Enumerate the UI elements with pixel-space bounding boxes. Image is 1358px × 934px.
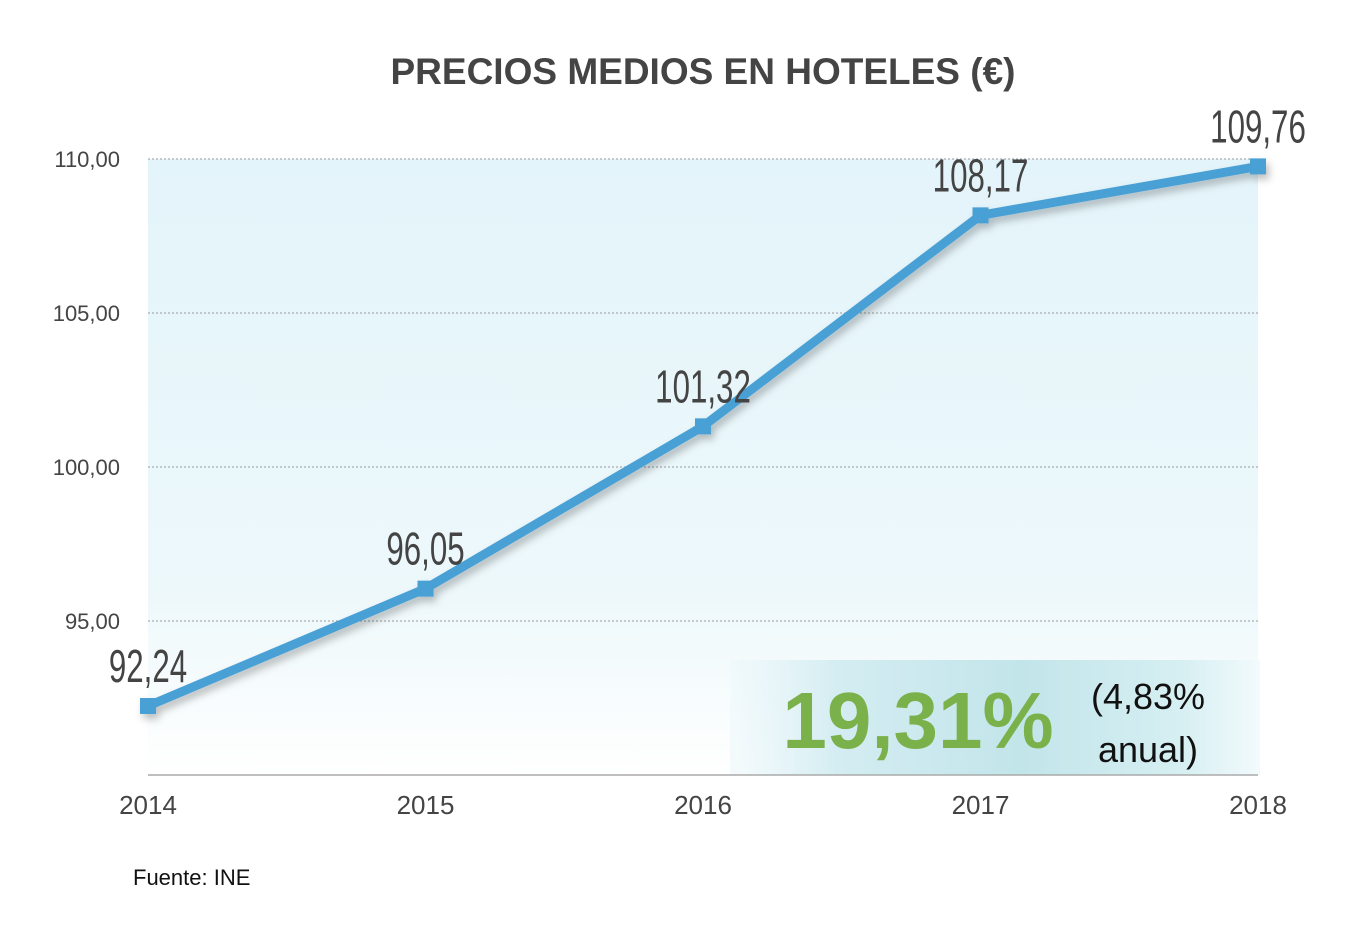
callout-box [730, 660, 1260, 775]
y-tick-label: 110,00 [54, 147, 120, 172]
x-tick-label: 2017 [952, 790, 1010, 820]
y-tick-label: 100,00 [53, 455, 120, 480]
data-label: 108,17 [933, 150, 1029, 201]
y-tick-label: 105,00 [53, 301, 120, 326]
x-tick-label: 2016 [674, 790, 732, 820]
data-label: 109,76 [1210, 101, 1306, 152]
data-point-marker [695, 418, 711, 435]
callout-annual-line2: anual) [1098, 729, 1198, 770]
data-label: 92,24 [109, 641, 187, 692]
chart-title: PRECIOS MEDIOS EN HOTELES (€) [391, 51, 1016, 92]
callout-annual-line1: (4,83% [1091, 676, 1205, 717]
source-note: Fuente: INE [133, 865, 250, 890]
x-tick-label: 2015 [397, 790, 455, 820]
data-point-marker [140, 698, 156, 715]
y-tick-label: 95,00 [65, 609, 120, 634]
data-label: 101,32 [655, 361, 751, 412]
data-point-marker [417, 580, 434, 597]
data-point-marker [1250, 158, 1266, 175]
data-point-marker [972, 207, 989, 224]
data-label: 96,05 [386, 524, 464, 575]
callout-total-growth: 19,31% [782, 676, 1053, 765]
x-tick-label: 2018 [1229, 790, 1287, 820]
x-tick-label: 2014 [119, 790, 177, 820]
